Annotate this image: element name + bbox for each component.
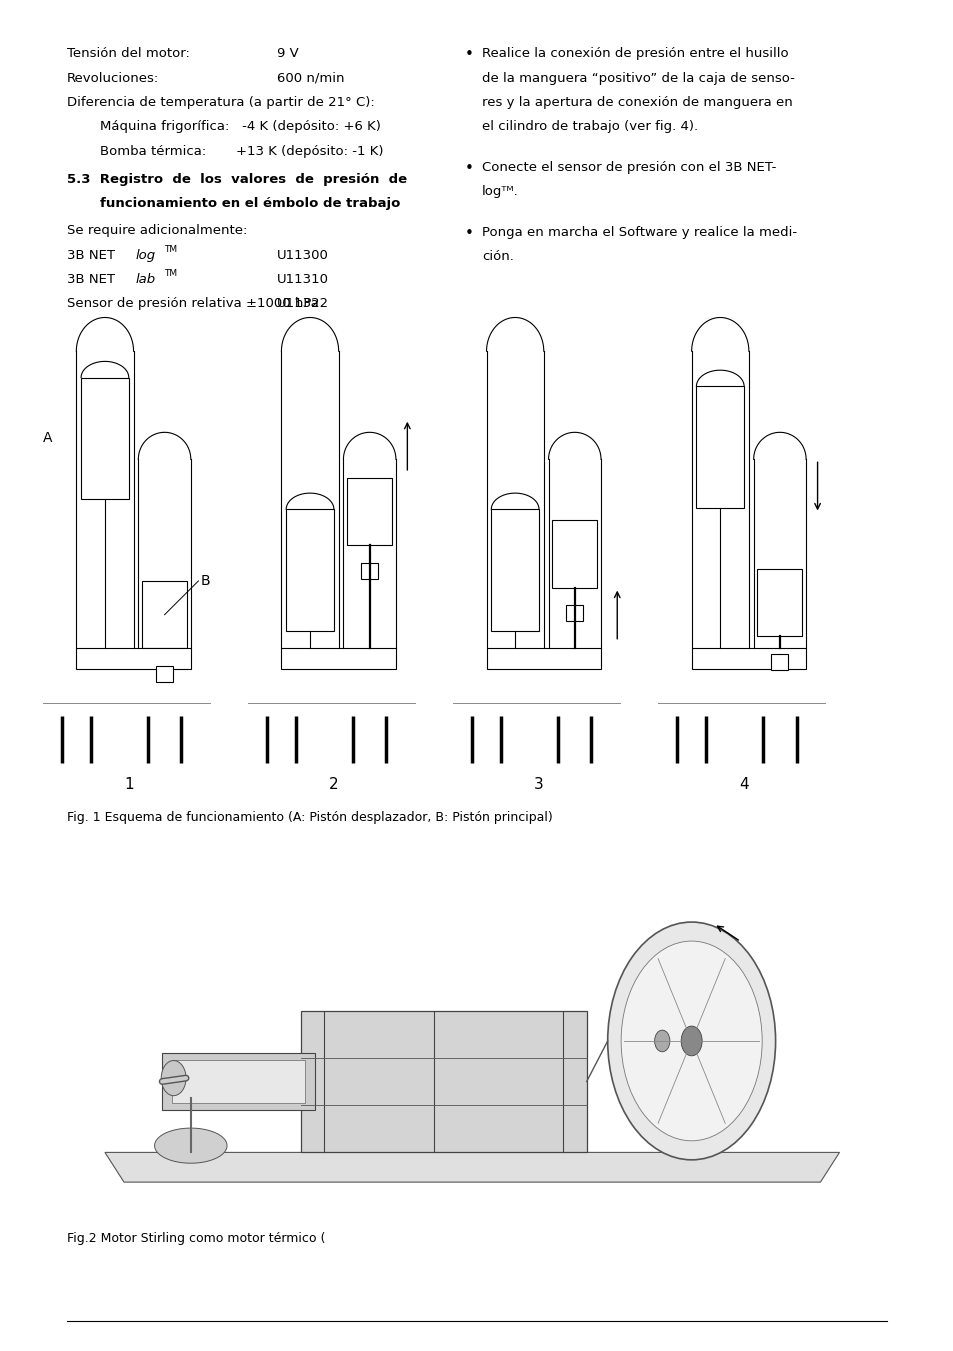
- Text: Revoluciones:: Revoluciones:: [67, 72, 159, 85]
- Polygon shape: [691, 648, 805, 669]
- Polygon shape: [142, 581, 187, 648]
- Text: logᵀᴹ.: logᵀᴹ.: [481, 185, 518, 199]
- Text: lab: lab: [135, 273, 155, 286]
- Text: B: B: [200, 574, 210, 588]
- Bar: [300, 1011, 586, 1152]
- Text: TM: TM: [164, 269, 177, 278]
- Text: 9 V: 9 V: [276, 47, 298, 61]
- Text: res y la apertura de conexión de manguera en: res y la apertura de conexión de manguer…: [481, 96, 792, 109]
- Text: de la manguera “positivo” de la caja de senso-: de la manguera “positivo” de la caja de …: [481, 72, 794, 85]
- Text: Diferencia de temperatura (a partir de 21° C):: Diferencia de temperatura (a partir de 2…: [67, 96, 375, 109]
- Text: Bomba térmica:       +13 K (depósito: -1 K): Bomba térmica: +13 K (depósito: -1 K): [100, 145, 383, 158]
- Text: U11300: U11300: [276, 249, 328, 262]
- Circle shape: [620, 942, 761, 1140]
- Bar: [172, 1059, 305, 1102]
- Text: •: •: [464, 226, 473, 240]
- Circle shape: [161, 1061, 186, 1096]
- Text: Fig.2 Motor Stirling como motor térmico (: Fig.2 Motor Stirling como motor térmico …: [67, 1232, 325, 1246]
- Text: 3: 3: [534, 777, 543, 792]
- Polygon shape: [154, 1128, 227, 1163]
- Text: 600 n/min: 600 n/min: [276, 72, 344, 85]
- Polygon shape: [105, 1152, 839, 1182]
- Polygon shape: [757, 569, 801, 636]
- Polygon shape: [156, 666, 173, 682]
- Text: 3B NET: 3B NET: [67, 249, 114, 262]
- Text: Se require adicionalmente:: Se require adicionalmente:: [67, 224, 247, 238]
- Text: TM: TM: [164, 245, 177, 254]
- Text: ción.: ción.: [481, 250, 513, 263]
- Circle shape: [654, 1031, 669, 1051]
- Text: 4: 4: [739, 777, 748, 792]
- Text: 5.3  Registro  de  los  valores  de  presión  de: 5.3 Registro de los valores de presión d…: [67, 173, 407, 186]
- Polygon shape: [552, 520, 597, 588]
- Polygon shape: [565, 605, 582, 621]
- Circle shape: [680, 1027, 701, 1056]
- Polygon shape: [360, 563, 377, 578]
- Text: Máquina frigorífica:   -4 K (depósito: +6 K): Máquina frigorífica: -4 K (depósito: +6 …: [100, 120, 380, 134]
- Text: A: A: [43, 431, 52, 446]
- Text: Tensión del motor:: Tensión del motor:: [67, 47, 190, 61]
- Text: Fig. 1 Esquema de funcionamiento (A: Pistón desplazador, B: Pistón principal): Fig. 1 Esquema de funcionamiento (A: Pis…: [67, 811, 552, 824]
- Polygon shape: [770, 654, 787, 670]
- Polygon shape: [486, 648, 600, 669]
- Text: 1: 1: [124, 777, 133, 792]
- Text: Ponga en marcha el Software y realice la medi-: Ponga en marcha el Software y realice la…: [481, 226, 796, 239]
- Text: log: log: [135, 249, 155, 262]
- Text: Realice la conexión de presión entre el husillo: Realice la conexión de presión entre el …: [481, 47, 787, 61]
- Text: U11310: U11310: [276, 273, 329, 286]
- Text: •: •: [464, 161, 473, 176]
- Bar: [162, 1054, 314, 1111]
- Polygon shape: [696, 386, 743, 508]
- Polygon shape: [491, 509, 538, 631]
- Polygon shape: [347, 477, 392, 544]
- Text: 2: 2: [329, 777, 338, 792]
- Circle shape: [607, 923, 775, 1159]
- Polygon shape: [76, 648, 191, 669]
- Polygon shape: [281, 648, 395, 669]
- Polygon shape: [81, 377, 129, 499]
- Text: U11322: U11322: [276, 297, 329, 311]
- Text: 3B NET: 3B NET: [67, 273, 114, 286]
- Text: el cilindro de trabajo (ver fig. 4).: el cilindro de trabajo (ver fig. 4).: [481, 120, 698, 134]
- Text: Conecte el sensor de presión con el 3B NET-: Conecte el sensor de presión con el 3B N…: [481, 161, 776, 174]
- Polygon shape: [286, 509, 334, 631]
- Text: •: •: [464, 47, 473, 62]
- Text: Sensor de presión relativa ±1000 hPa: Sensor de presión relativa ±1000 hPa: [67, 297, 318, 311]
- Text: funcionamiento en el émbolo de trabajo: funcionamiento en el émbolo de trabajo: [100, 197, 400, 211]
